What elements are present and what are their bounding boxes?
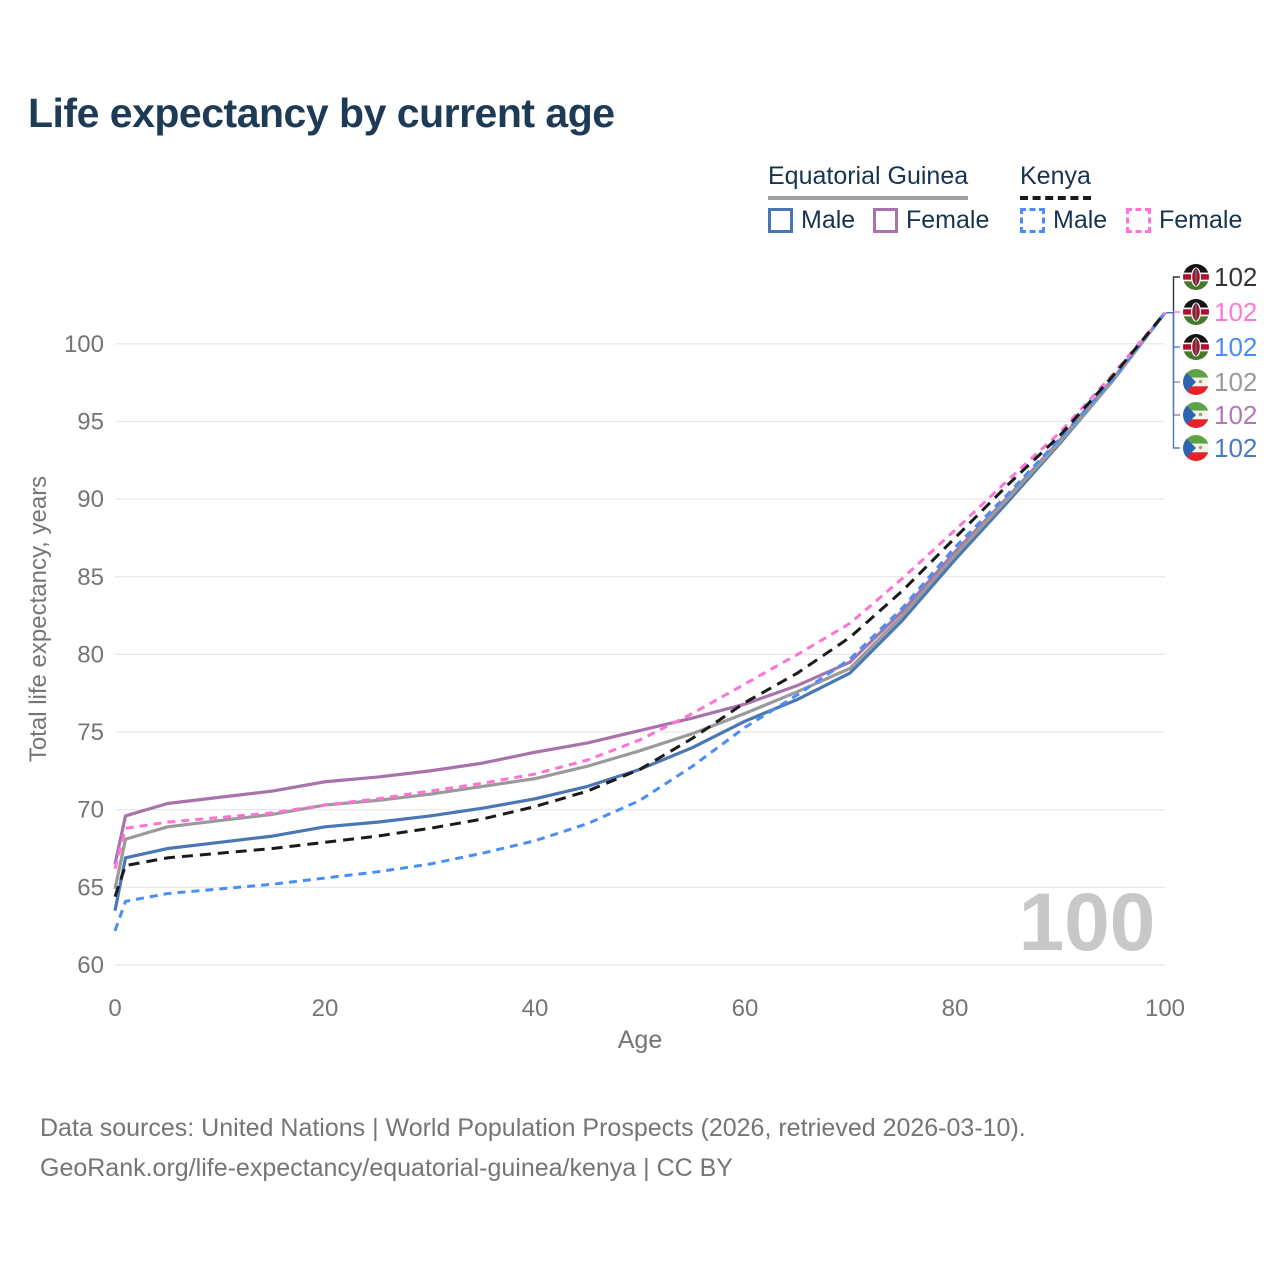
series-line-eq-female[interactable] xyxy=(113,311,1167,865)
end-label-connector-eq-male xyxy=(1166,312,1180,449)
kenya-flag-icon xyxy=(1183,299,1209,325)
y-tick-label-95: 95 xyxy=(77,408,104,435)
y-tick-label-90: 90 xyxy=(77,486,104,513)
y-tick-label-65: 65 xyxy=(77,874,104,901)
end-value-label-eq-male: 102 xyxy=(1214,433,1257,463)
legend-group-kenya[interactable]: Kenya xyxy=(1020,162,1091,200)
x-tick-label-60: 60 xyxy=(732,995,759,1022)
legend-item-label: Female xyxy=(906,206,990,234)
legend-item-equatorial-guinea-female[interactable]: Female xyxy=(873,206,989,235)
y-tick-label-75: 75 xyxy=(77,719,104,746)
legend-group-label: Equatorial Guinea xyxy=(768,162,969,190)
legend-group-label: Kenya xyxy=(1020,162,1091,190)
series-line-ke-female[interactable] xyxy=(113,311,1167,870)
y-tick-label-85: 85 xyxy=(77,564,104,591)
page-title: Life expectancy by current age xyxy=(28,90,615,136)
series-line-eq-both[interactable] xyxy=(113,311,1167,890)
end-value-label-ke-female: 102 xyxy=(1214,297,1257,327)
legend-item-kenya-female[interactable]: Female xyxy=(1126,206,1242,235)
series-line-eq-male[interactable] xyxy=(113,311,1167,911)
legend-item-kenya-male[interactable]: Male xyxy=(1020,206,1107,235)
x-axis-title: Age xyxy=(618,1026,662,1054)
x-tick-label-20: 20 xyxy=(312,995,339,1022)
legend-item-label: Male xyxy=(801,206,856,234)
y-tick-label-100: 100 xyxy=(64,331,104,358)
y-tick-label-70: 70 xyxy=(77,797,104,824)
series-line-ke-male[interactable] xyxy=(113,311,1167,932)
data-sources-text: Data sources: United Nations | World Pop… xyxy=(40,1114,1026,1142)
footer: Data sources: United Nations | World Pop… xyxy=(40,1108,1026,1188)
legend-item-equatorial-guinea-male[interactable]: Male xyxy=(768,206,855,235)
y-tick-label-60: 60 xyxy=(77,952,104,979)
dashed-line-swatch-icon xyxy=(1126,208,1151,233)
end-value-label-ke-both: 102 xyxy=(1214,262,1257,292)
equatorial-guinea-flag-icon xyxy=(1183,369,1209,395)
y-tick-label-80: 80 xyxy=(77,641,104,668)
end-label-connector-ke-both xyxy=(1166,276,1180,314)
dashed-line-swatch-icon xyxy=(1020,208,1045,233)
x-tick-label-40: 40 xyxy=(522,995,549,1022)
end-value-label-eq-female: 102 xyxy=(1214,400,1257,430)
y-axis-title: Total life expectancy, years xyxy=(25,476,52,762)
equatorial-guinea-flag-icon xyxy=(1183,402,1209,428)
end-value-label-ke-male: 102 xyxy=(1214,332,1257,362)
x-tick-label-0: 0 xyxy=(108,995,121,1022)
kenya-flag-icon xyxy=(1183,264,1209,290)
kenya-flag-icon xyxy=(1183,334,1209,360)
x-tick-label-100: 100 xyxy=(1145,995,1185,1022)
equatorial-guinea-flag-icon xyxy=(1183,435,1209,461)
legend-item-label: Male xyxy=(1053,206,1108,234)
series-line-ke-both[interactable] xyxy=(113,311,1167,898)
legend-item-label: Female xyxy=(1159,206,1243,234)
solid-line-swatch-icon xyxy=(768,208,793,233)
x-tick-label-80: 80 xyxy=(942,995,969,1022)
solid-line-swatch-icon xyxy=(873,208,898,233)
end-value-label-eq-both: 102 xyxy=(1214,367,1257,397)
hover-age-watermark: 100 xyxy=(1019,877,1156,968)
legend-group-equatorial-guinea[interactable]: Equatorial Guinea xyxy=(768,162,969,200)
attribution-text: GeoRank.org/life-expectancy/equatorial-g… xyxy=(40,1154,733,1182)
